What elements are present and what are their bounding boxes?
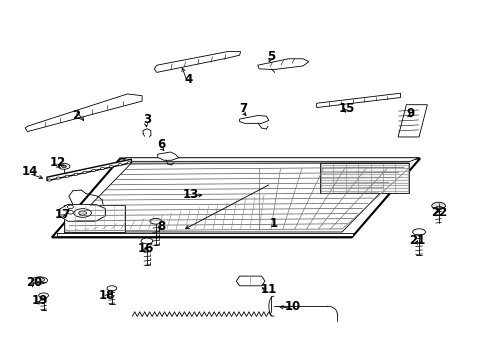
- Ellipse shape: [141, 238, 153, 244]
- Text: 21: 21: [408, 234, 425, 247]
- Ellipse shape: [74, 209, 91, 217]
- Text: 14: 14: [22, 165, 38, 177]
- Polygon shape: [236, 276, 264, 286]
- Ellipse shape: [39, 293, 48, 298]
- Ellipse shape: [412, 229, 425, 235]
- Text: 6: 6: [157, 138, 165, 150]
- Ellipse shape: [65, 175, 69, 177]
- Polygon shape: [64, 205, 125, 232]
- Ellipse shape: [79, 211, 86, 215]
- Ellipse shape: [107, 286, 117, 291]
- Text: 9: 9: [406, 107, 413, 120]
- Polygon shape: [59, 204, 105, 221]
- Text: 7: 7: [239, 102, 247, 115]
- Text: 20: 20: [26, 276, 42, 289]
- Ellipse shape: [127, 162, 131, 164]
- Ellipse shape: [61, 165, 66, 167]
- Text: 15: 15: [338, 102, 354, 115]
- Ellipse shape: [35, 278, 44, 282]
- Ellipse shape: [431, 202, 445, 210]
- Polygon shape: [64, 163, 408, 232]
- Ellipse shape: [32, 277, 47, 284]
- Ellipse shape: [118, 164, 122, 166]
- Polygon shape: [316, 93, 400, 108]
- Text: 13: 13: [183, 188, 199, 201]
- Text: 5: 5: [266, 50, 275, 63]
- Ellipse shape: [74, 173, 78, 175]
- Polygon shape: [57, 233, 352, 236]
- Text: 22: 22: [430, 206, 447, 219]
- Text: 12: 12: [50, 156, 66, 169]
- Text: 19: 19: [31, 294, 48, 307]
- Ellipse shape: [109, 166, 113, 168]
- Ellipse shape: [56, 177, 60, 179]
- Text: 17: 17: [55, 208, 71, 221]
- Polygon shape: [257, 59, 308, 69]
- Text: 11: 11: [260, 283, 276, 296]
- Text: 8: 8: [157, 220, 165, 233]
- Ellipse shape: [47, 179, 51, 181]
- Polygon shape: [47, 159, 131, 181]
- Polygon shape: [25, 94, 142, 132]
- Ellipse shape: [101, 167, 104, 170]
- Ellipse shape: [58, 163, 70, 169]
- Text: 2: 2: [72, 109, 80, 122]
- Text: 1: 1: [269, 216, 277, 230]
- Text: 3: 3: [142, 113, 151, 126]
- Text: 4: 4: [184, 73, 192, 86]
- Text: 18: 18: [99, 289, 115, 302]
- Polygon shape: [397, 105, 427, 137]
- Polygon shape: [122, 158, 418, 161]
- Text: 10: 10: [285, 300, 301, 313]
- Ellipse shape: [67, 205, 73, 209]
- Polygon shape: [239, 116, 268, 123]
- Ellipse shape: [150, 219, 161, 224]
- Polygon shape: [158, 152, 178, 160]
- Polygon shape: [320, 163, 408, 193]
- Text: 16: 16: [138, 242, 154, 255]
- Ellipse shape: [82, 171, 86, 174]
- Polygon shape: [52, 158, 419, 237]
- Polygon shape: [154, 51, 240, 72]
- Ellipse shape: [91, 169, 95, 171]
- Ellipse shape: [67, 211, 73, 214]
